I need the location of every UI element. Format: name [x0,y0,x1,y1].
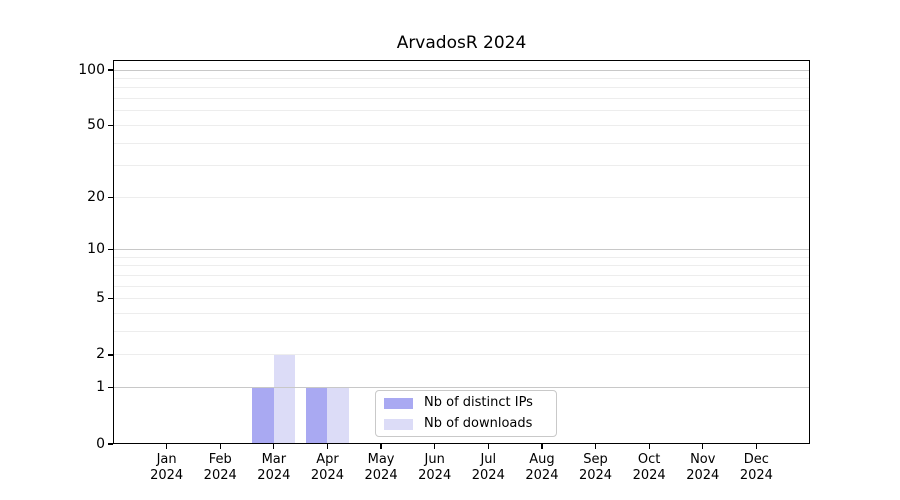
y-gridline-minor [113,275,810,277]
y-gridline-minor [113,256,810,258]
y-gridline-minor [113,110,810,112]
y-tickmark [108,249,113,251]
y-tick-label: 50 [87,116,105,133]
x-tick-label: Sep 2024 [578,452,613,483]
x-tick-label: Aug 2024 [525,452,559,483]
x-tickmark [487,444,489,449]
x-tick-label: Jul 2024 [471,452,505,483]
y-tickmark [108,354,113,356]
y-tickmark [108,69,113,71]
y-gridline-minor [113,142,810,144]
legend: Nb of distinct IPs Nb of downloads [375,390,557,437]
y-gridline-minor [113,78,810,80]
y-gridline-minor [113,98,810,100]
x-tickmark [326,444,329,449]
y-gridline-minor [113,124,810,126]
y-tickmark [108,443,113,445]
x-tickmark [273,444,275,449]
x-tickmark [434,444,436,449]
y-tick-label: 2 [96,346,105,363]
y-tick-label: 1 [96,379,105,396]
y-gridline-major [113,387,810,389]
x-tick-label: Nov 2024 [686,452,720,483]
y-gridline-minor [113,165,810,167]
y-gridline-minor [113,354,810,356]
y-tick-label: 100 [78,61,105,78]
y-tick-label: 20 [87,188,105,205]
y-gridline-minor [113,331,810,333]
bar-apr-s0 [305,387,328,444]
x-tick-label: Jun 2024 [418,452,452,483]
x-tick-label: Dec 2024 [739,452,773,483]
x-tick-label: Oct 2024 [632,452,666,483]
x-tickmark [648,444,650,449]
bar-mar-s1 [273,354,296,444]
y-gridline-major [113,249,810,251]
y-gridline-minor [113,313,810,315]
y-tickmark [108,298,113,300]
x-tick-label: Apr 2024 [310,452,344,483]
y-tick-label: 0 [96,435,105,452]
x-tickmark [594,444,597,449]
legend-item-downloads: Nb of downloads [384,415,548,433]
bar-mar-s0 [252,387,274,444]
x-tick-label: Feb 2024 [203,452,237,483]
x-tick-label: Jan 2024 [150,452,184,483]
legend-swatch-distinct-ips [384,397,413,409]
x-tick-label: Mar 2024 [257,452,291,483]
x-tickmark [219,444,221,449]
y-gridline-minor [113,196,810,198]
y-tick-label: 10 [87,241,105,258]
x-tickmark [755,444,757,449]
y-gridline-major [113,69,810,71]
x-tick-label: May 2024 [364,452,398,483]
legend-label-distinct-ips: Nb of distinct IPs [424,395,533,410]
legend-swatch-downloads [384,418,413,430]
y-gridline-minor [113,265,810,267]
bar-apr-s1 [327,387,349,444]
x-tickmark [166,444,168,449]
y-tickmark [108,196,113,198]
y-tickmark [108,124,113,127]
x-tickmark [702,444,704,449]
y-gridline-minor [113,298,810,300]
y-gridline-minor [113,285,810,287]
x-tickmark [380,444,382,449]
legend-item-distinct-ips: Nb of distinct IPs [384,394,548,412]
legend-label-downloads: Nb of downloads [424,416,533,431]
y-gridline-minor [113,87,810,89]
y-tickmark [108,387,113,389]
plot-frame [113,60,810,444]
chart-title: ArvadosR 2024 [396,33,527,53]
x-tickmark [541,444,543,449]
y-tick-label: 5 [96,290,105,307]
